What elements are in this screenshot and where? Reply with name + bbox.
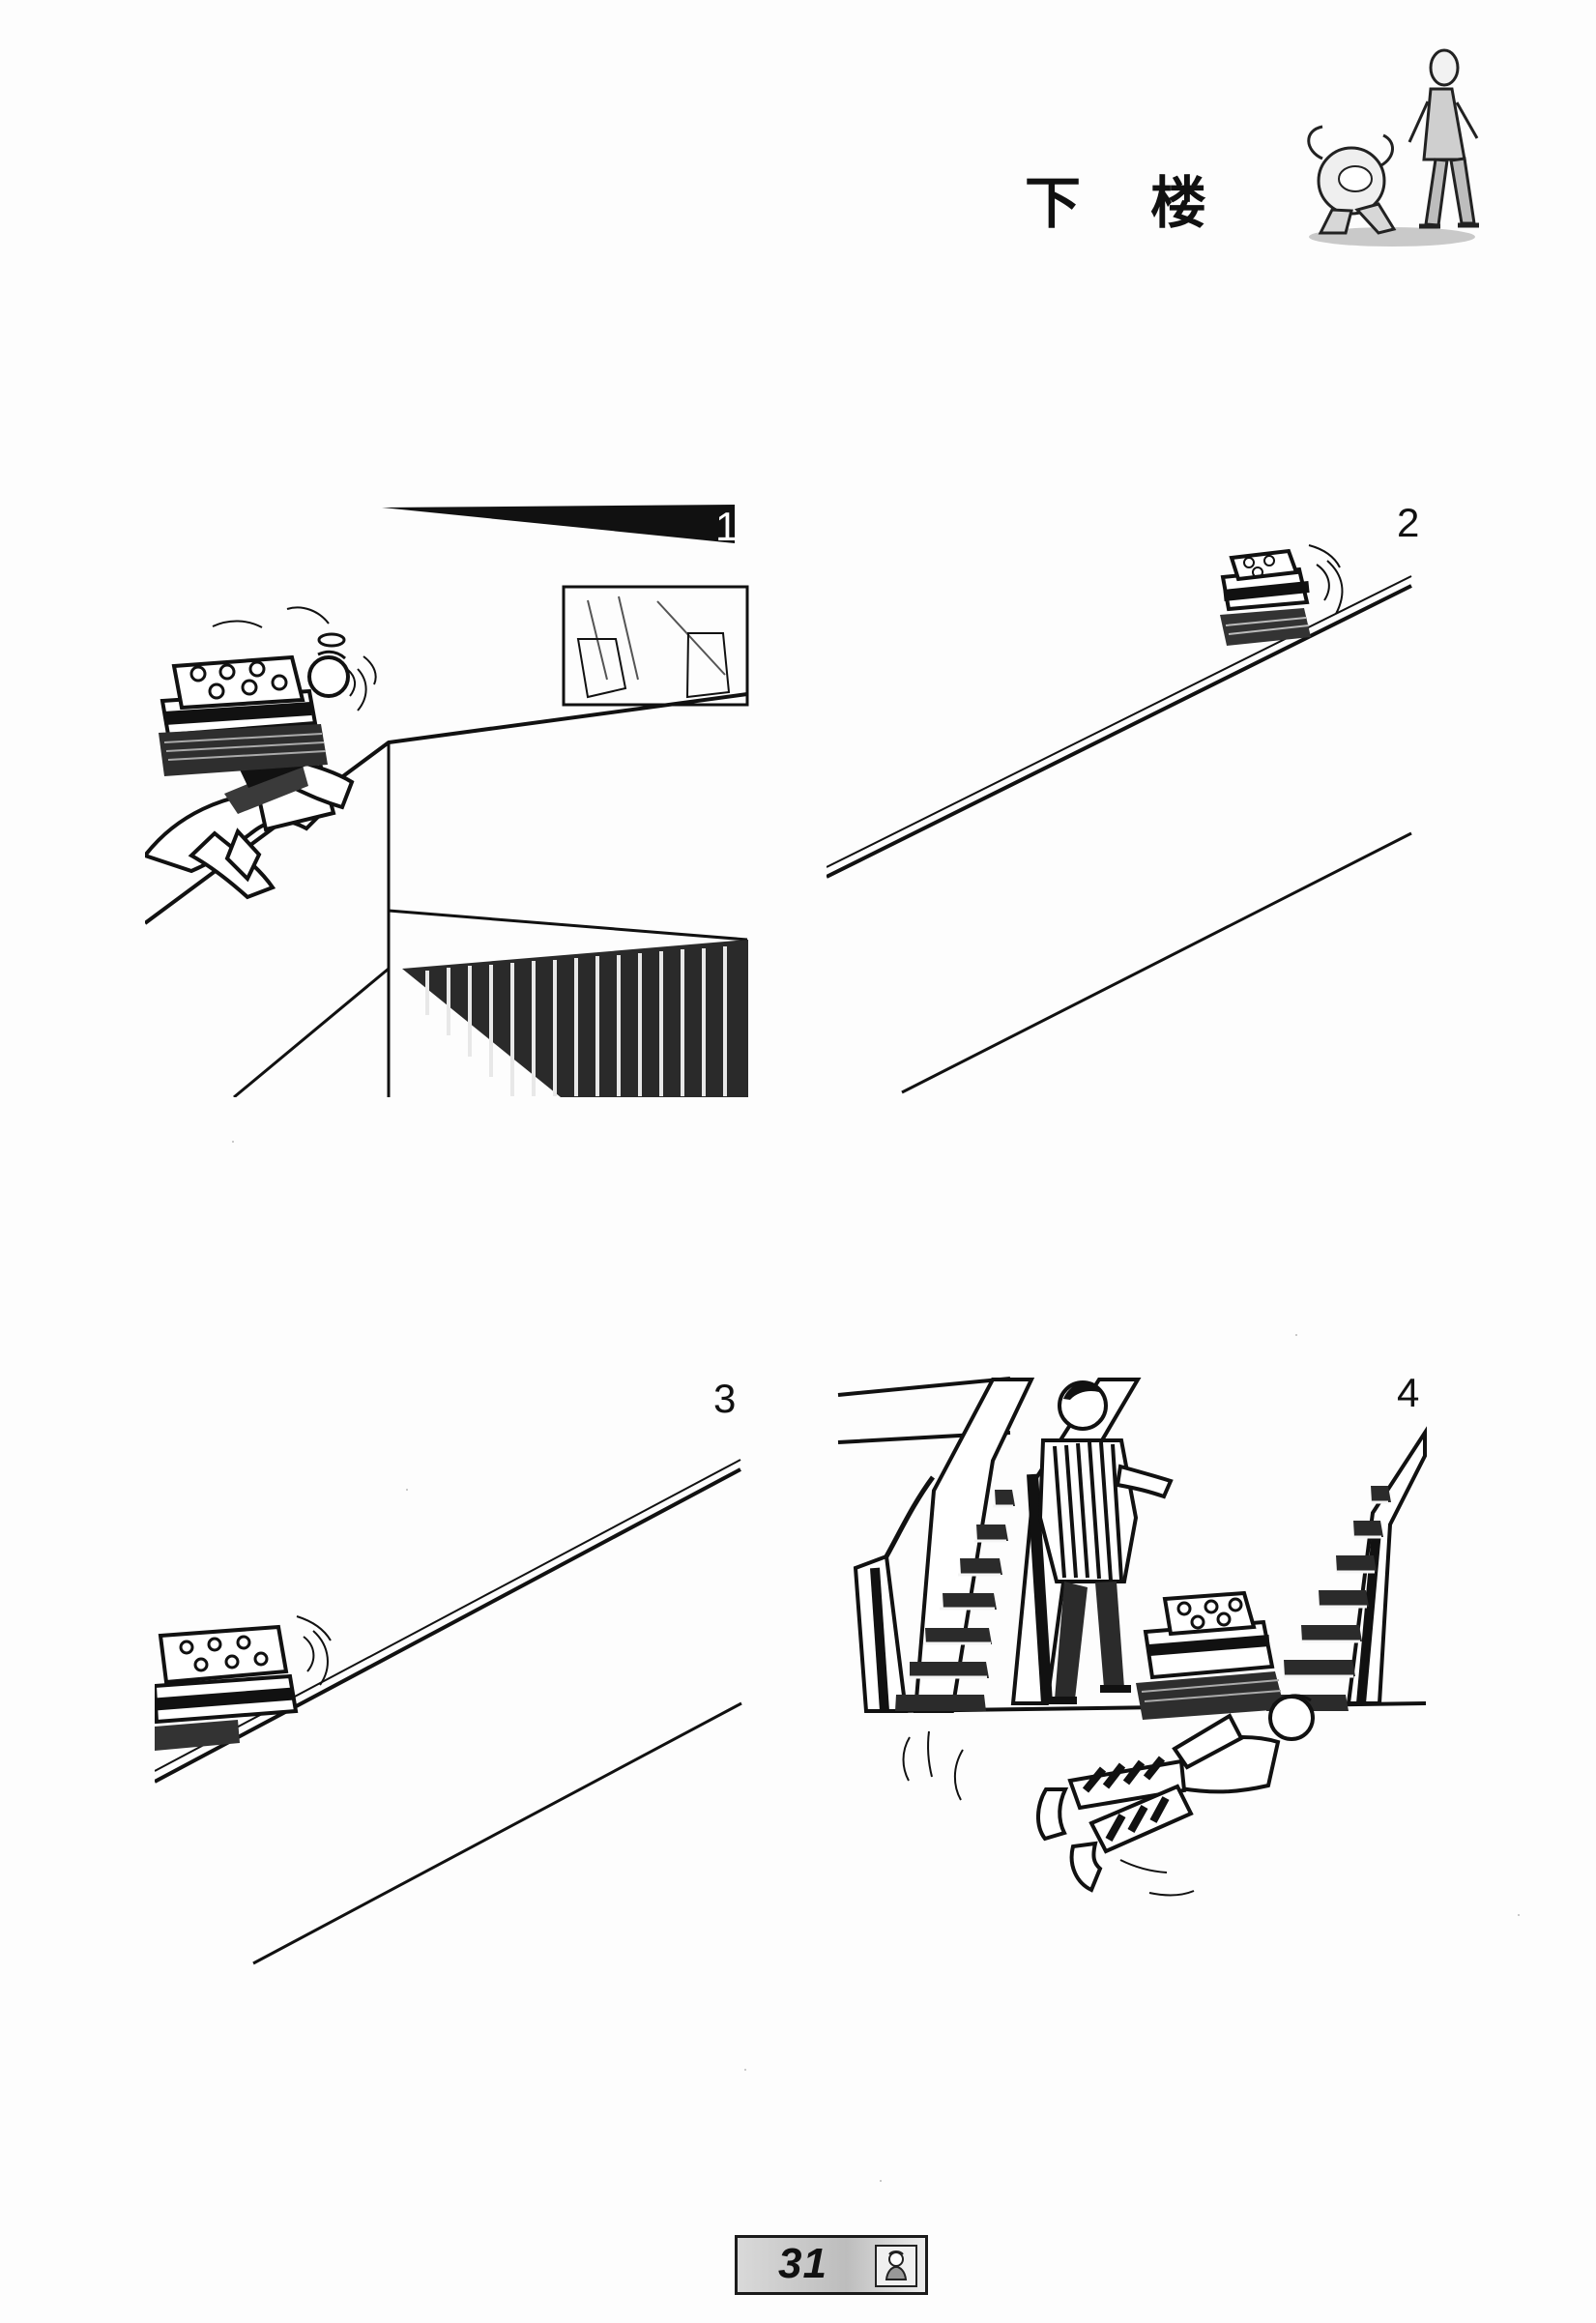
panel-2: 2 <box>827 493 1431 1097</box>
panel-number: 4 <box>1397 1370 1420 1415</box>
paper-speck <box>1518 1914 1520 1916</box>
mascot-icon <box>1295 34 1494 256</box>
panel-number: 2 <box>1397 500 1420 545</box>
page-title: 下 楼 <box>1025 160 1247 247</box>
paper-speck <box>232 1141 234 1143</box>
panel-number: 3 <box>713 1376 737 1421</box>
portrait-icon <box>875 2245 917 2287</box>
paper-speck <box>1295 1334 1297 1336</box>
panel-4: 4 <box>827 1363 1431 1962</box>
panel-number: 1 <box>715 504 739 549</box>
paper-speck <box>406 1489 408 1491</box>
panel-1: 1 <box>145 493 749 1097</box>
title-char-right: 楼 <box>1150 170 1209 236</box>
paper-speck <box>744 2069 746 2071</box>
page-number: 31 <box>778 2240 827 2287</box>
panel-3: 3 <box>155 1373 759 1977</box>
paper-speck <box>880 2180 882 2182</box>
title-char-left: 下 <box>1025 170 1084 236</box>
page-number-badge: 31 <box>735 2235 928 2295</box>
